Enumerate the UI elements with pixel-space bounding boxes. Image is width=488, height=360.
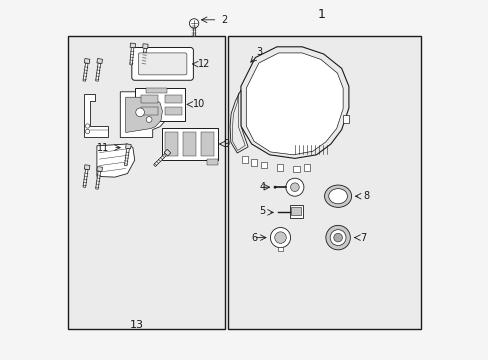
- Text: 3: 3: [256, 46, 262, 57]
- Bar: [291, 207, 301, 215]
- Polygon shape: [142, 48, 146, 66]
- Bar: [343, 115, 348, 123]
- Circle shape: [290, 183, 299, 192]
- Text: 10: 10: [193, 99, 205, 109]
- Bar: [141, 95, 158, 103]
- Bar: [68, 36, 224, 329]
- FancyBboxPatch shape: [132, 48, 193, 80]
- Bar: [303, 164, 310, 171]
- Text: 6: 6: [250, 233, 257, 243]
- Circle shape: [189, 19, 199, 28]
- Polygon shape: [83, 169, 88, 187]
- Circle shape: [273, 186, 276, 189]
- Bar: [228, 36, 420, 329]
- Text: 1: 1: [317, 8, 325, 21]
- Polygon shape: [164, 149, 170, 156]
- Polygon shape: [84, 59, 90, 63]
- Polygon shape: [241, 47, 348, 158]
- Bar: [260, 162, 266, 168]
- Bar: [292, 166, 299, 172]
- Bar: [145, 88, 167, 93]
- Text: 4: 4: [260, 182, 265, 192]
- Bar: [277, 247, 283, 251]
- Polygon shape: [84, 94, 107, 137]
- Circle shape: [329, 230, 346, 246]
- Bar: [192, 23, 195, 36]
- Text: 9: 9: [223, 139, 229, 149]
- Bar: [250, 159, 257, 166]
- FancyBboxPatch shape: [138, 53, 186, 75]
- Circle shape: [136, 108, 144, 117]
- Bar: [164, 95, 182, 103]
- Polygon shape: [97, 144, 134, 177]
- Bar: [162, 128, 217, 160]
- Polygon shape: [125, 97, 162, 132]
- Polygon shape: [96, 171, 101, 189]
- Bar: [164, 132, 177, 156]
- Bar: [141, 107, 158, 115]
- Polygon shape: [120, 92, 168, 138]
- Circle shape: [270, 228, 290, 248]
- Polygon shape: [125, 144, 131, 149]
- Bar: [164, 107, 182, 115]
- Polygon shape: [142, 44, 148, 49]
- Text: 13: 13: [129, 320, 143, 330]
- Circle shape: [274, 232, 285, 243]
- Polygon shape: [130, 43, 135, 48]
- Ellipse shape: [324, 185, 351, 207]
- Circle shape: [333, 233, 342, 242]
- Bar: [207, 159, 217, 165]
- Polygon shape: [84, 165, 90, 170]
- Polygon shape: [246, 53, 343, 155]
- Polygon shape: [96, 63, 101, 81]
- Polygon shape: [83, 63, 88, 81]
- Bar: [276, 164, 283, 171]
- Bar: [289, 205, 303, 218]
- Text: 8: 8: [363, 191, 368, 201]
- Ellipse shape: [328, 189, 347, 204]
- Circle shape: [285, 178, 303, 196]
- Polygon shape: [230, 90, 247, 153]
- Text: 11: 11: [96, 143, 108, 153]
- Polygon shape: [153, 153, 166, 166]
- Polygon shape: [97, 167, 102, 171]
- Polygon shape: [97, 59, 102, 63]
- Text: 7: 7: [360, 233, 366, 243]
- Polygon shape: [124, 148, 129, 166]
- Bar: [182, 132, 195, 156]
- Text: 12: 12: [198, 59, 210, 69]
- Text: 5: 5: [259, 206, 265, 216]
- Bar: [134, 88, 185, 121]
- Circle shape: [146, 117, 152, 122]
- Circle shape: [325, 225, 349, 250]
- Polygon shape: [130, 48, 134, 65]
- Bar: [241, 156, 247, 163]
- Bar: [200, 132, 213, 156]
- Text: 2: 2: [221, 15, 227, 25]
